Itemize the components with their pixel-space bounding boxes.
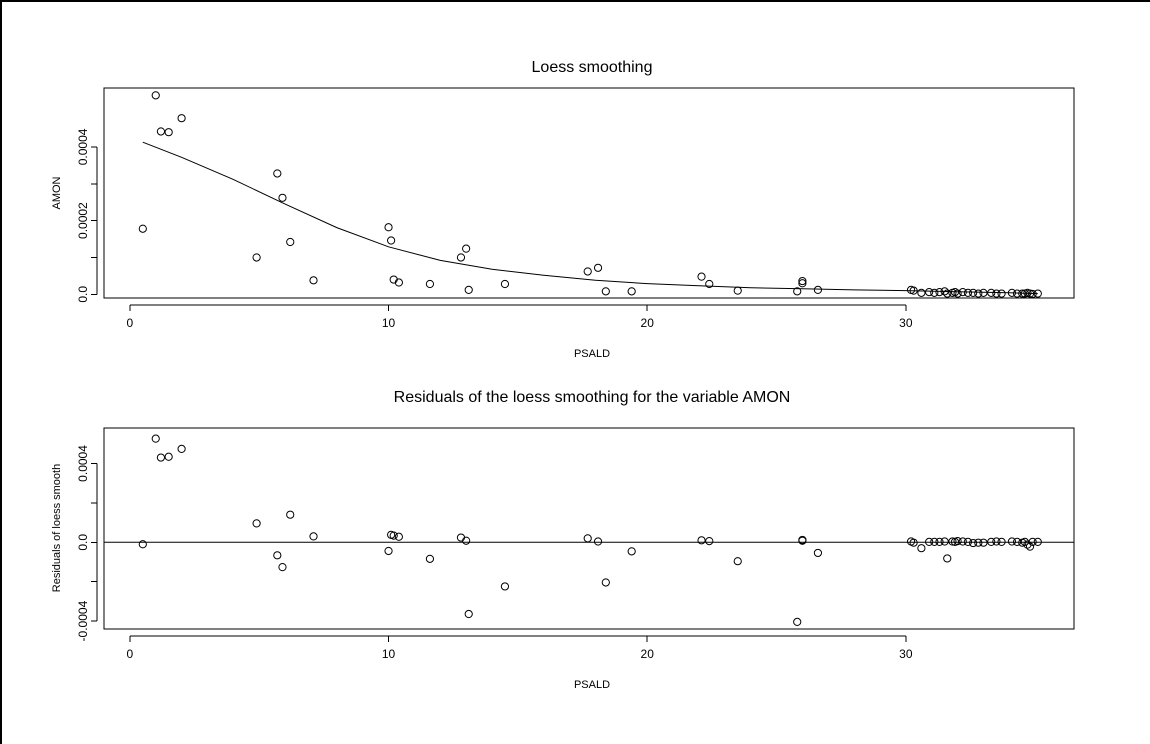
data-point <box>385 224 392 231</box>
data-point <box>310 533 317 540</box>
y-tick-label: 0.0 <box>76 286 90 303</box>
data-point <box>698 537 705 544</box>
data-point <box>457 534 464 541</box>
data-point <box>426 280 433 287</box>
data-point <box>287 238 294 245</box>
loess-panel: Loess smoothing 0 10 20 30 0.00.00020.0004 … <box>51 59 1074 360</box>
x-tick-label: 30 <box>899 647 913 661</box>
data-point <box>602 579 609 586</box>
data-point <box>944 555 951 562</box>
data-point <box>734 287 741 294</box>
data-point <box>253 520 260 527</box>
data-point <box>310 277 317 284</box>
x-axis-label-loess: PSALD <box>574 348 610 360</box>
data-point <box>388 237 395 244</box>
data-point <box>165 453 172 460</box>
data-point <box>253 254 260 261</box>
data-point <box>584 268 591 275</box>
data-point <box>814 286 821 293</box>
data-point <box>465 286 472 293</box>
data-point <box>139 541 146 548</box>
data-point <box>165 129 172 136</box>
plot-area-residuals <box>104 428 1074 629</box>
x-tick-label: 0 <box>127 647 134 661</box>
data-point <box>279 564 286 571</box>
data-point <box>628 288 635 295</box>
x-axis-label-residuals: PSALD <box>574 679 610 691</box>
y-tick-label: 0.0002 <box>76 202 90 239</box>
x-tick-label: 20 <box>641 647 655 661</box>
data-point <box>287 511 294 518</box>
data-point <box>941 538 948 545</box>
data-point <box>918 545 925 552</box>
y-axis-label-residuals: Residuals of loess smooth <box>51 464 63 592</box>
loess-curve <box>143 142 1038 293</box>
data-point <box>152 92 159 99</box>
data-point <box>457 254 464 261</box>
y-tick-label: 0.0004 <box>76 128 90 165</box>
y-tick-label: 0.0 <box>76 534 90 551</box>
data-point <box>628 548 635 555</box>
data-point <box>274 170 281 177</box>
data-point <box>152 435 159 442</box>
data-point <box>178 445 185 452</box>
data-point <box>157 454 164 461</box>
data-point <box>157 128 164 135</box>
data-point <box>594 538 601 545</box>
data-point <box>463 537 470 544</box>
data-point <box>178 115 185 122</box>
x-tick-label: 10 <box>382 647 396 661</box>
data-point <box>794 618 801 625</box>
y-tick-label: -0.0004 <box>76 600 90 641</box>
data-point <box>385 547 392 554</box>
data-point <box>501 583 508 590</box>
data-point <box>698 273 705 280</box>
data-point <box>594 264 601 271</box>
data-point <box>465 610 472 617</box>
chart-title-loess: Loess smoothing <box>532 59 653 76</box>
data-point <box>602 288 609 295</box>
x-tick-label: 0 <box>127 316 134 330</box>
x-tick-label: 20 <box>641 316 655 330</box>
data-point <box>734 558 741 565</box>
y-axis-label-loess: AMON <box>51 176 63 209</box>
data-point <box>139 225 146 232</box>
data-point <box>274 552 281 559</box>
residuals-panel: Residuals of the loess smoothing for the… <box>51 389 1074 691</box>
data-point <box>279 194 286 201</box>
plot-area-loess <box>104 88 1074 298</box>
data-point <box>501 280 508 287</box>
data-point <box>463 245 470 252</box>
data-point <box>918 289 925 296</box>
data-point <box>814 549 821 556</box>
x-tick-label: 30 <box>899 316 913 330</box>
y-tick-label: 0.0004 <box>76 445 90 482</box>
data-point <box>395 533 402 540</box>
data-point <box>426 555 433 562</box>
data-point <box>706 538 713 545</box>
x-tick-label: 10 <box>382 316 396 330</box>
chart-title-residuals: Residuals of the loess smoothing for the… <box>394 389 791 406</box>
data-point <box>954 290 961 297</box>
data-point <box>980 289 987 296</box>
data-point <box>998 290 1005 297</box>
data-point <box>584 535 591 542</box>
